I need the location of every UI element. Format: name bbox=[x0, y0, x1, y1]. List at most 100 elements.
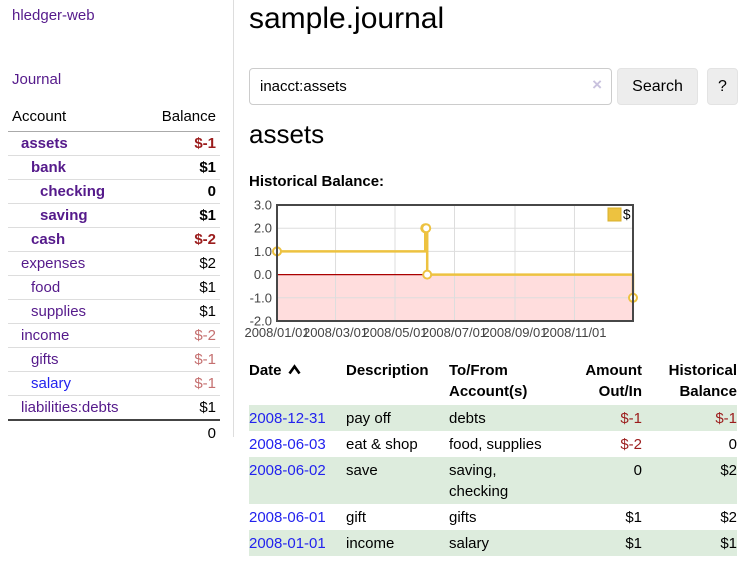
search-input[interactable] bbox=[249, 68, 612, 105]
register-cell-balance: $2 bbox=[720, 462, 737, 479]
register-cell-description: pay off bbox=[346, 410, 391, 427]
register-cell-date: 2008-06-01 bbox=[249, 504, 346, 530]
search-button[interactable]: Search bbox=[617, 68, 698, 105]
account-balance: $-2 bbox=[194, 231, 216, 248]
account-row: cash $-2 bbox=[8, 228, 220, 252]
account-balance: $1 bbox=[199, 399, 216, 416]
account-row: food $1 bbox=[8, 276, 220, 300]
account-balance: $1 bbox=[199, 303, 216, 320]
sidebar-item-journal[interactable]: Journal bbox=[12, 71, 62, 88]
accounts-header-account: Account bbox=[12, 108, 67, 125]
accounts-table-header: Account Balance bbox=[8, 104, 220, 132]
sort-ascending-icon bbox=[287, 364, 301, 375]
account-row: supplies $1 bbox=[8, 300, 220, 324]
date-link[interactable]: 2008-06-02 bbox=[249, 462, 326, 479]
chart-x-tick-label: 2008/11/01 bbox=[542, 325, 606, 340]
main-content: sample.journal × Search ? assets Histori… bbox=[244, 0, 742, 582]
register-cell-accounts: debts bbox=[449, 410, 486, 427]
account-link[interactable]: checking bbox=[40, 183, 106, 200]
chart-x-tick-label: 2008/07/01 bbox=[422, 325, 487, 340]
register-cell-balance: 0 bbox=[728, 436, 737, 453]
date-link[interactable]: 2008-12-31 bbox=[249, 410, 326, 427]
clear-search-icon[interactable]: × bbox=[592, 75, 602, 94]
register-cell-balance: $2 bbox=[720, 509, 737, 526]
account-link[interactable]: assets bbox=[21, 135, 68, 152]
account-heading: assets bbox=[249, 119, 325, 149]
register-header-description: Description bbox=[346, 362, 429, 379]
register-row: 2008-12-31 pay off debts $-1 $-1 bbox=[249, 405, 737, 431]
account-balance: $1 bbox=[199, 207, 216, 224]
register-header-date[interactable]: Date bbox=[249, 356, 346, 405]
chart-y-tick-label: -2.0 bbox=[250, 314, 272, 329]
account-link[interactable]: expenses bbox=[21, 255, 86, 272]
register-cell-accounts: food, supplies bbox=[449, 436, 542, 453]
account-link[interactable]: salary bbox=[31, 375, 72, 392]
account-link[interactable]: saving bbox=[40, 207, 88, 224]
chart-heading: Historical Balance: bbox=[249, 173, 385, 190]
register-cell-amount: $-1 bbox=[620, 410, 642, 427]
register-cell-date: 2008-06-02 bbox=[249, 457, 346, 504]
register-cell-amount: $-2 bbox=[620, 436, 642, 453]
account-row: saving $1 bbox=[8, 204, 220, 228]
register-header-tofrom: To/From Account(s) bbox=[449, 362, 528, 400]
chart-x-tick-label: 2008/03/01 bbox=[303, 325, 368, 340]
register-row: 2008-06-03 eat & shop food, supplies $-2 0 bbox=[249, 431, 737, 457]
account-balance: $-1 bbox=[194, 351, 216, 368]
account-link[interactable]: gifts bbox=[31, 351, 59, 368]
account-balance: $1 bbox=[199, 279, 216, 296]
register-cell-date: 2008-06-03 bbox=[249, 431, 346, 457]
accounts-table: Account Balance assets $-1 bank $1 checking 0… bbox=[8, 104, 220, 446]
accounts-header-balance: Balance bbox=[161, 108, 216, 125]
search-form: × Search ? bbox=[249, 68, 742, 105]
date-link[interactable]: 2008-01-01 bbox=[249, 535, 326, 552]
account-row: liabilities:debts $1 bbox=[8, 396, 220, 419]
sidebar: hledger-web Journal Account Balance asse… bbox=[0, 0, 234, 442]
register-cell-amount: 0 bbox=[633, 462, 642, 479]
register-cell-description: save bbox=[346, 462, 378, 479]
register-row: 2008-06-02 save saving, checking 0 $2 bbox=[249, 457, 737, 504]
register-cell-description: eat & shop bbox=[346, 436, 418, 453]
register-cell-date: 2008-01-01 bbox=[249, 530, 346, 556]
register-cell-accounts: saving, checking bbox=[449, 462, 509, 500]
legend-swatch bbox=[607, 207, 622, 222]
account-balance: $-1 bbox=[194, 375, 216, 392]
historical-balance-chart: $3.0 2.0 1.0 0.0 -1.0 -2.02008/01/012008/03/0… bbox=[244, 198, 638, 340]
chart-y-tick-label: 3.0 bbox=[254, 198, 272, 213]
account-row: salary $-1 bbox=[8, 372, 220, 396]
account-row: expenses $2 bbox=[8, 252, 220, 276]
help-button[interactable]: ? bbox=[707, 68, 738, 105]
register-header-date-label: Date bbox=[249, 362, 282, 379]
account-row: checking 0 bbox=[8, 180, 220, 204]
account-link[interactable]: supplies bbox=[31, 303, 87, 320]
register-row: 2008-06-01 gift gifts $1 $2 bbox=[249, 504, 737, 530]
register-header-row: Date Description To/From Account(s) Amou… bbox=[249, 356, 737, 405]
accounts-total-value: 0 bbox=[207, 425, 216, 442]
legend-label: $ bbox=[623, 207, 631, 222]
account-link[interactable]: bank bbox=[31, 159, 67, 176]
search-box: × bbox=[249, 68, 612, 105]
register-cell-amount: $1 bbox=[625, 535, 642, 552]
account-link[interactable]: income bbox=[21, 327, 70, 344]
chart-x-tick-label: 2008/09/01 bbox=[482, 325, 547, 340]
register-table: Date Description To/From Account(s) Amou… bbox=[249, 356, 737, 556]
register-cell-description: gift bbox=[346, 509, 367, 526]
register-cell-accounts: gifts bbox=[449, 509, 477, 526]
register-cell-balance: $-1 bbox=[715, 410, 737, 427]
account-link[interactable]: cash bbox=[31, 231, 66, 248]
account-balance: $1 bbox=[199, 159, 216, 176]
app-title-link[interactable]: hledger-web bbox=[12, 7, 95, 24]
chart-y-tick-label: -1.0 bbox=[250, 290, 272, 305]
chart-y-tick-label: 0.0 bbox=[254, 267, 272, 282]
account-row: assets $-1 bbox=[8, 132, 220, 156]
account-balance: $2 bbox=[199, 255, 216, 272]
account-row: income $-2 bbox=[8, 324, 220, 348]
page-title: sample.journal bbox=[249, 2, 445, 35]
account-link[interactable]: liabilities:debts bbox=[21, 399, 119, 416]
register-header-amount: Amount Out/In bbox=[585, 362, 642, 400]
account-row: gifts $-1 bbox=[8, 348, 220, 372]
register-cell-date: 2008-12-31 bbox=[249, 405, 346, 431]
date-link[interactable]: 2008-06-03 bbox=[249, 436, 326, 453]
account-link[interactable]: food bbox=[31, 279, 61, 296]
register-header-balance: Historical Balance bbox=[668, 362, 737, 400]
date-link[interactable]: 2008-06-01 bbox=[249, 509, 326, 526]
